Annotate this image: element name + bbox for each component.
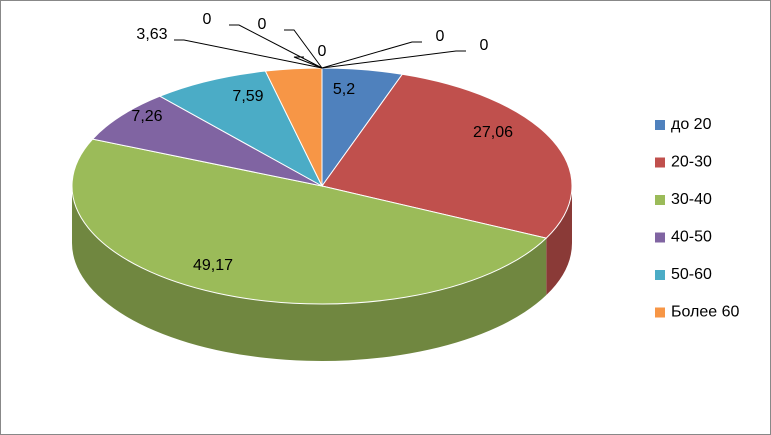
legend-swatch	[655, 307, 665, 318]
legend-label: до 20	[671, 116, 712, 133]
legend-swatch	[655, 195, 665, 205]
data-label: 0	[436, 28, 445, 45]
slice	[321, 73, 573, 239]
data-label: 5,2	[333, 81, 355, 98]
legend-label: Более 60	[671, 304, 740, 321]
legend-label: 20-30	[671, 154, 712, 171]
legend-swatch	[655, 232, 665, 243]
legend-label: 40-50	[671, 229, 712, 246]
legend-swatch	[655, 270, 665, 280]
data-label: 49,17	[193, 257, 233, 274]
slice	[91, 95, 323, 187]
data-label: 0	[318, 43, 327, 60]
legend-swatch	[655, 120, 665, 130]
legend-label: 30-40	[671, 191, 712, 208]
slice	[71, 138, 548, 305]
slice	[158, 70, 324, 188]
legend-label: 50-60	[671, 266, 712, 283]
data-label: 0	[480, 37, 489, 54]
data-label: 27,06	[473, 124, 513, 141]
data-label: 3,63	[136, 26, 167, 43]
data-label: 7,59	[232, 88, 263, 105]
leader-line	[321, 41, 422, 69]
data-label: 7,26	[131, 108, 162, 125]
leader-line	[321, 50, 466, 69]
data-label: 0	[258, 16, 267, 33]
leader-line	[284, 29, 323, 69]
leader-line	[293, 56, 323, 69]
slice-side	[72, 186, 547, 361]
legend-swatch	[655, 157, 665, 168]
leader-line	[229, 24, 323, 69]
leader-line	[174, 39, 323, 69]
data-label: 0	[203, 11, 212, 28]
